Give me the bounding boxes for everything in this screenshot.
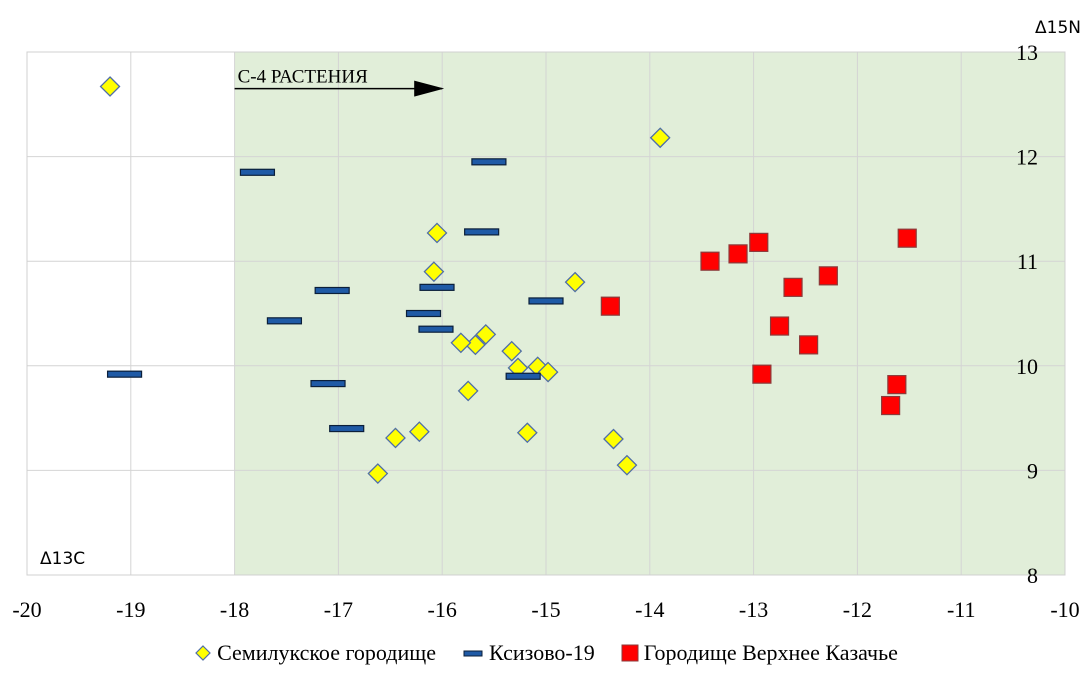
legend-label-semiluki: Семилукское городище (217, 640, 436, 665)
legend-item-kazachye: Городище Верхнее Казачье (621, 640, 898, 666)
point-kazachye (783, 277, 803, 297)
point-kazachye (600, 296, 620, 316)
c4-annotation: С-4 РАСТЕНИЯ (234, 67, 445, 97)
point-semiluki (99, 76, 121, 97)
point-kazachye (752, 364, 772, 384)
legend-item-semiluki: Семилукское городище (194, 640, 436, 666)
legend-label-kazachye: Городище Верхнее Казачье (643, 640, 898, 665)
point-semiluki (537, 361, 559, 383)
x-tick-label: -11 (947, 597, 976, 622)
point-semiluki (475, 324, 497, 345)
point-semiluki (649, 127, 671, 149)
x-tick-label: -14 (635, 597, 664, 622)
point-semiluki (408, 421, 430, 443)
x-tick-label: -18 (220, 597, 249, 622)
x-tick-label: -12 (843, 597, 872, 622)
point-ksizovo (464, 228, 500, 236)
point-ksizovo (418, 325, 454, 333)
y-tick-label: 9 (1027, 458, 1038, 483)
c4-annotation-text: С-4 РАСТЕНИЯ (238, 67, 368, 88)
point-ksizovo (329, 424, 365, 433)
x-tick-labels: -20 -19 -18 -17 -16 -15 -14 -13 -12 -11 -10 (12, 597, 1079, 622)
point-ksizovo (471, 158, 507, 166)
point-ksizovo (266, 317, 303, 325)
point-kazachye (887, 375, 907, 395)
legend-square-icon (621, 644, 639, 662)
x-tick-label: -17 (324, 597, 353, 622)
point-semiluki (450, 332, 472, 354)
point-ksizovo (106, 370, 143, 378)
legend-label-ksizovo: Ксизово-19 (488, 640, 595, 665)
point-semiluki (457, 380, 479, 402)
x-tick-label: -15 (531, 597, 560, 622)
x-tick-label: -10 (1050, 597, 1079, 622)
plot-frame (26, 51, 1066, 576)
y-axis-title: Δ15N (1035, 18, 1081, 38)
legend: Семилукское городище Ксизово-19 Городище… (0, 636, 1092, 670)
y-tick-label: 11 (1017, 249, 1038, 274)
point-ksizovo (528, 297, 564, 305)
point-kazachye (799, 335, 819, 355)
x-tick-label: -20 (12, 597, 41, 622)
data-points (99, 76, 917, 484)
point-semiluki (423, 261, 445, 283)
y-tick-label: 8 (1027, 563, 1038, 588)
point-kazachye (818, 266, 838, 286)
point-ksizovo (314, 286, 350, 295)
y-tick-label: 10 (1016, 354, 1038, 379)
y-tick-label: 13 (1016, 40, 1038, 65)
x-tick-label: -13 (739, 597, 768, 622)
point-kazachye (769, 316, 790, 336)
point-kazachye (749, 232, 769, 252)
legend-dash-icon (463, 650, 483, 657)
x-tick-label: -19 (116, 597, 145, 622)
point-ksizovo (239, 168, 276, 176)
point-kazachye (728, 244, 748, 264)
x-axis-title: Δ13C (40, 549, 85, 569)
point-semiluki (516, 422, 538, 444)
point-ksizovo (310, 379, 346, 388)
point-semiluki (564, 271, 586, 293)
point-kazachye (700, 251, 720, 271)
point-semiluki (603, 428, 624, 450)
scatter-chart: С-4 РАСТЕНИЯ -20 -19 -18 -17 -16 -15 -14 -13 -12… (12, 18, 1081, 622)
point-semiluki (367, 463, 389, 484)
point-semiluki (385, 427, 406, 449)
point-semiluki (426, 222, 448, 244)
point-ksizovo (405, 309, 442, 318)
point-kazachye (897, 228, 917, 248)
legend-diamond-icon (195, 645, 211, 661)
point-semiluki (501, 340, 523, 362)
point-ksizovo (505, 372, 541, 380)
x-tick-label: -16 (428, 597, 457, 622)
point-kazachye (881, 395, 901, 416)
point-semiluki (616, 454, 638, 476)
point-ksizovo (419, 283, 455, 291)
y-tick-label: 12 (1016, 145, 1038, 170)
y-tick-labels: 8 9 10 11 12 13 (1016, 40, 1038, 588)
legend-item-ksizovo: Ксизово-19 (462, 640, 595, 666)
